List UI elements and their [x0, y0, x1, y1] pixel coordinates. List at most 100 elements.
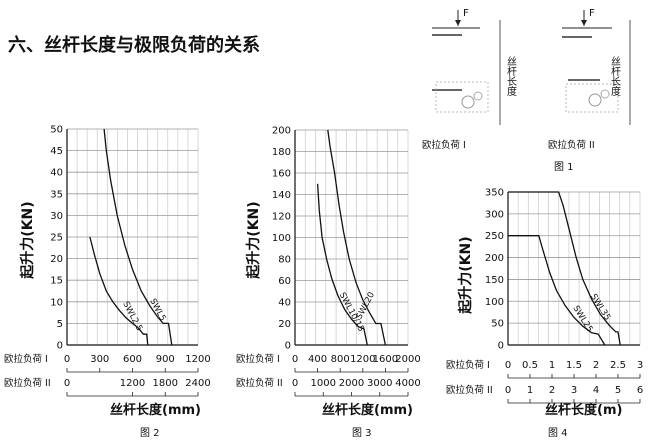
x-tick-label: 4	[593, 385, 599, 396]
y-tick-label: 100	[272, 233, 291, 244]
y-tick-label: 100	[485, 297, 504, 308]
fig1-gear-icon	[600, 89, 610, 99]
y-tick-label: 5	[57, 319, 63, 330]
y-tick-label: 180	[272, 147, 291, 158]
chart-figure-2: 0 5 10 15 20 25 30 35 40 45 50 起升力(KN) 欧拉负荷 I 0 300 600…	[4, 125, 211, 440]
x-axis-row-label: 欧拉负荷 II	[446, 384, 493, 396]
series-label: SWL35	[588, 292, 612, 322]
series-line-swl2-5	[89, 236, 149, 346]
x-tick-label: 1.5	[566, 360, 582, 371]
fig1-caption: 图 1	[554, 161, 574, 173]
section-title: 六、丝杆长度与极限负荷的关系	[8, 34, 260, 56]
series-line-swl25	[508, 235, 606, 346]
fig1-length-label: 丝杆长度	[505, 56, 517, 97]
y-tick-label: 140	[272, 190, 291, 201]
y-tick-label: 50	[50, 125, 63, 136]
x-tick-label: 0.5	[522, 360, 538, 371]
y-tick-label: 200	[272, 126, 291, 137]
fig1-panel-label: 欧拉负荷 I	[422, 139, 466, 151]
series-label: SWL2.5	[120, 300, 144, 333]
y-tick-label: 50	[491, 319, 504, 330]
y-tick-label: 160	[272, 169, 291, 180]
x-tick-label: 5	[615, 385, 621, 396]
x-axis-row-label: 欧拉负荷 I	[236, 353, 280, 365]
x-tick-label: 0	[505, 360, 511, 371]
x-tick-label: 0	[292, 378, 298, 389]
x-tick-label: 2	[549, 385, 555, 396]
x-tick-label: 800	[331, 354, 350, 365]
x-tick-label: 400	[308, 354, 327, 365]
x-tick-label: 300	[90, 354, 109, 365]
figure-1: F 丝杆长度 欧拉负荷 I F 丝杆长度 欧拉负荷 II 图 1	[422, 8, 631, 173]
series-line-swl20	[327, 129, 387, 346]
y-tick-label: 45	[50, 146, 63, 157]
x-tick-label: 1200	[185, 354, 210, 365]
x-tick-label: 0	[505, 385, 511, 396]
x-axis-row-label: 欧拉负荷 II	[4, 377, 51, 389]
fig1-gearbox	[565, 83, 619, 113]
y-tick-label: 20	[50, 254, 63, 265]
y-tick-label: 15	[50, 276, 63, 287]
series-label: SWL5	[147, 297, 167, 323]
fig1-gear-icon	[588, 93, 602, 107]
fig1-gearbox	[435, 81, 489, 113]
x-axis-row-label: 欧拉负荷 I	[4, 353, 48, 365]
fig1-panel-label: 欧拉负荷 II	[548, 139, 595, 151]
y-tick-label: 0	[498, 341, 504, 352]
x-tick-label: 2000	[395, 354, 420, 365]
x-tick-label: 6	[637, 385, 643, 396]
y-tick-label: 200	[485, 253, 504, 264]
y-tick-label: 300	[485, 209, 504, 220]
x-tick-label: 1200	[350, 354, 375, 365]
x-tick-label: 1	[527, 385, 533, 396]
y-tick-label: 120	[272, 212, 291, 223]
y-tick-label: 40	[50, 168, 63, 179]
x-tick-label: 1600	[373, 354, 398, 365]
x-tick-label: 600	[123, 354, 142, 365]
x-tick-label: 2	[593, 360, 599, 371]
y-tick-label: 0	[285, 341, 291, 352]
fig1-length-label: 丝杆长度	[609, 56, 621, 97]
y-tick-label: 40	[278, 298, 291, 309]
fig1-gear-icon	[473, 91, 483, 101]
y-tick-label: 10	[50, 297, 63, 308]
x-axis-title: 丝杆长度(mm)	[110, 402, 201, 418]
series-line-swl35	[508, 191, 621, 346]
x-tick-label: 2000	[339, 378, 364, 389]
y-axis-title: 起升力(KN)	[457, 236, 474, 314]
y-tick-label: 80	[278, 255, 291, 266]
y-tick-label: 35	[50, 189, 63, 200]
fig1-force-label: F	[463, 8, 469, 19]
x-axis-title: 丝杆长度(m)	[545, 402, 622, 418]
x-axis-row-label: 欧拉负荷 II	[236, 377, 283, 389]
x-tick-label: 3	[571, 385, 577, 396]
x-tick-label: 1200	[120, 378, 145, 389]
series-label: SWL25	[570, 304, 594, 334]
y-axis-title: 起升力(KN)	[19, 201, 36, 279]
y-tick-label: 0	[57, 341, 63, 352]
fig1-gear-icon	[461, 95, 475, 109]
x-tick-label: 3	[637, 360, 643, 371]
y-tick-label: 150	[485, 275, 504, 286]
fig1-panel-euler-2: F 丝杆长度 欧拉负荷 II	[548, 8, 631, 151]
series-line-swl10-15	[316, 183, 368, 346]
x-tick-label: 0	[64, 354, 70, 365]
figure-caption: 图 3	[352, 427, 372, 439]
y-tick-label: 20	[278, 319, 291, 330]
y-tick-label: 60	[278, 276, 291, 287]
x-tick-label: 4000	[395, 378, 420, 389]
x-tick-label: 3000	[367, 378, 392, 389]
y-tick-label: 30	[50, 211, 63, 222]
x-tick-label: 1800	[153, 378, 178, 389]
figure-caption: 图 4	[548, 427, 568, 439]
x-axis-row-label: 欧拉负荷 I	[446, 359, 490, 371]
fig1-arrowhead-icon	[455, 20, 461, 26]
fig1-panel-euler-1: F 丝杆长度 欧拉负荷 I	[422, 8, 517, 151]
series-line-swl5	[103, 128, 173, 346]
chart-figure-3: 0 20 40 60 80 100 120 140 160 180 200 起升力(KN) 欧拉负荷 I…	[236, 126, 421, 440]
x-tick-label: 1000	[311, 378, 336, 389]
x-axis-title: 丝杆长度(mm)	[322, 402, 413, 418]
y-tick-label: 250	[485, 231, 504, 242]
